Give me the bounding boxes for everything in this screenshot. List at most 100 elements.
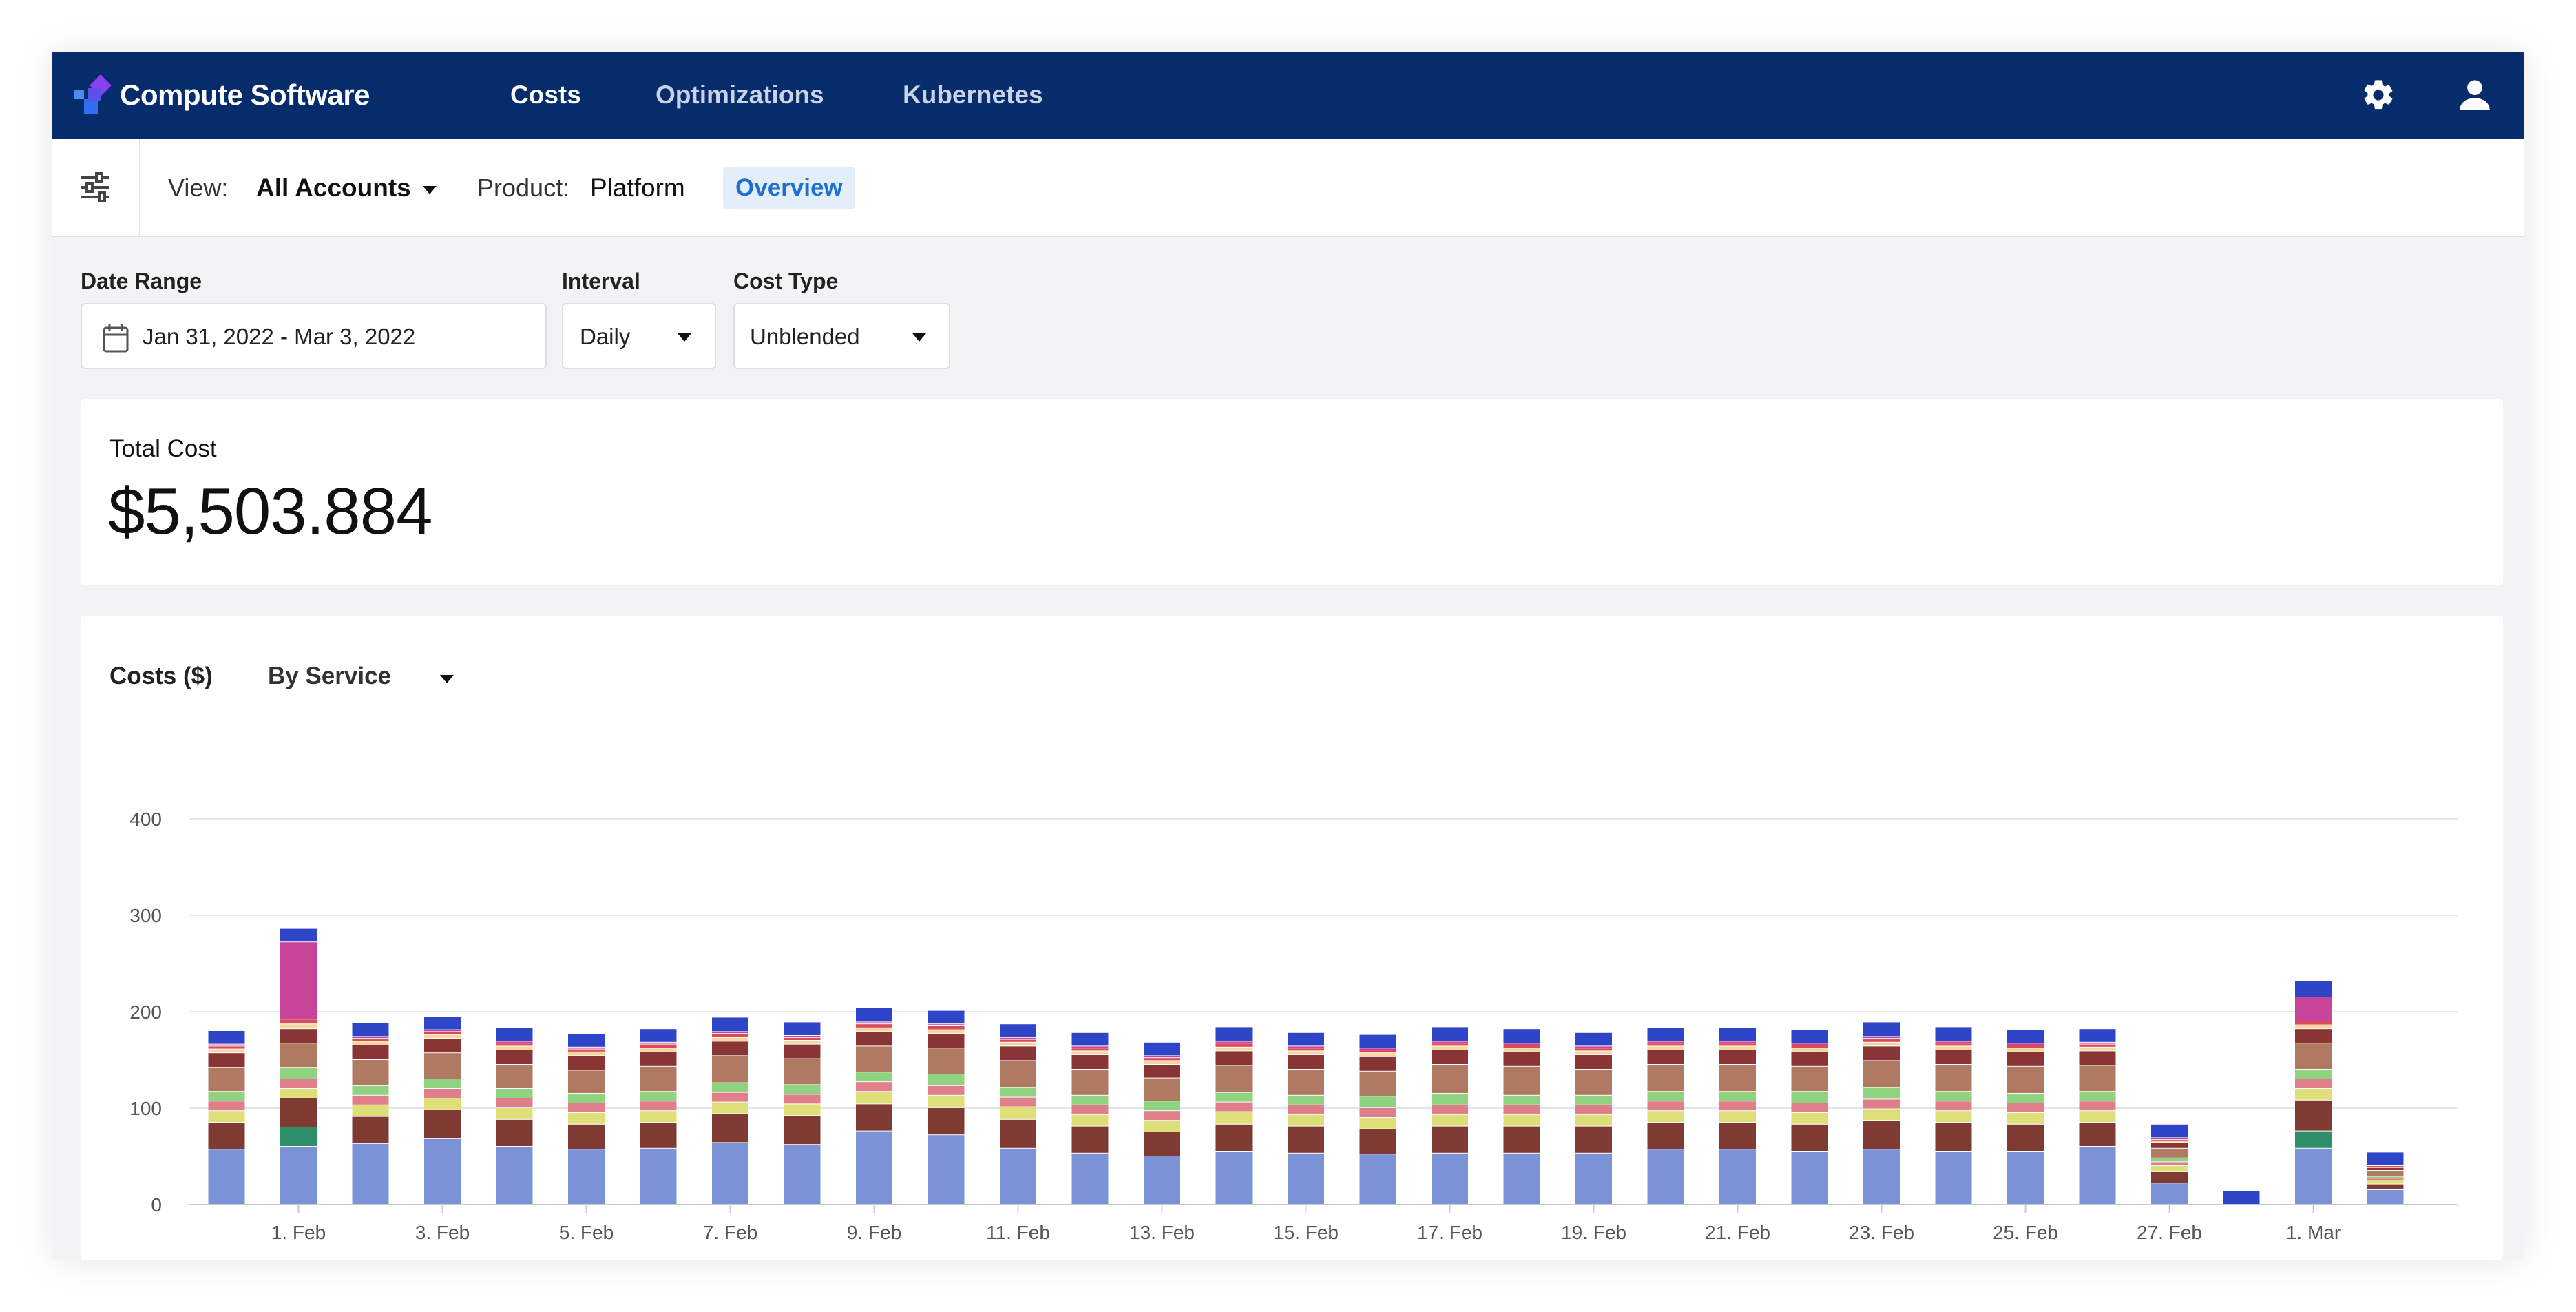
bar-segment[interactable] — [712, 1143, 748, 1204]
bar-segment[interactable] — [280, 1068, 317, 1079]
bar-12-feb[interactable] — [1071, 1032, 1109, 1204]
bar-segment[interactable] — [640, 1123, 677, 1148]
bar-segment[interactable] — [928, 1074, 965, 1085]
bar-segment[interactable] — [2367, 1171, 2404, 1176]
bar-segment[interactable] — [1791, 1124, 1828, 1151]
bar-segment[interactable] — [1575, 1153, 1612, 1204]
bar-segment[interactable] — [424, 1098, 461, 1110]
bar-segment[interactable] — [712, 1034, 748, 1037]
bar-segment[interactable] — [208, 1031, 245, 1044]
bar-segment[interactable] — [1000, 1039, 1036, 1042]
bar-segment[interactable] — [1288, 1070, 1324, 1095]
bar-segment[interactable] — [2007, 1094, 2044, 1103]
bar-segment[interactable] — [1144, 1132, 1180, 1156]
bar-segment[interactable] — [1719, 1041, 1756, 1043]
bar-segment[interactable] — [1288, 1046, 1324, 1048]
bar-segment[interactable] — [1359, 1154, 1396, 1204]
bar-segment[interactable] — [784, 1094, 821, 1104]
bar-segment[interactable] — [2151, 1158, 2188, 1162]
bar-segment[interactable] — [1215, 1051, 1253, 1065]
bar-segment[interactable] — [2079, 1044, 2116, 1047]
bar-segment[interactable] — [856, 1028, 892, 1032]
bar-segment[interactable] — [1647, 1028, 1684, 1041]
bar-segment[interactable] — [712, 1056, 748, 1083]
bar-segment[interactable] — [1791, 1052, 1828, 1066]
user-icon[interactable] — [2457, 77, 2493, 113]
bar-segment[interactable] — [856, 1104, 892, 1131]
bar-segment[interactable] — [1647, 1101, 1684, 1111]
bar-segment[interactable] — [1288, 1095, 1324, 1105]
bar-segment[interactable] — [208, 1046, 245, 1049]
bar-segment[interactable] — [1575, 1046, 1612, 1048]
bar-segment[interactable] — [1215, 1152, 1253, 1204]
bar-segment[interactable] — [2295, 1021, 2332, 1025]
bar-segment[interactable] — [1215, 1102, 1253, 1112]
bar-segment[interactable] — [1071, 1114, 1109, 1126]
bar-segment[interactable] — [640, 1052, 677, 1066]
bar-segment[interactable] — [1935, 1046, 1972, 1050]
bar-20-feb[interactable] — [1647, 1028, 1684, 1204]
bar-segment[interactable] — [712, 1114, 748, 1143]
bar-segment[interactable] — [928, 1026, 965, 1030]
bar-segment[interactable] — [280, 1043, 317, 1068]
bar-segment[interactable] — [2295, 1070, 2332, 1079]
bar-segment[interactable] — [1935, 1065, 1972, 1092]
bar-segment[interactable] — [2007, 1066, 2044, 1093]
bar-segment[interactable] — [496, 1147, 533, 1204]
bar-segment[interactable] — [1359, 1118, 1396, 1129]
bar-27-feb[interactable] — [2151, 1124, 2188, 1204]
bar-segment[interactable] — [1647, 1065, 1684, 1092]
bar-segment[interactable] — [1863, 1042, 1900, 1046]
bar-segment[interactable] — [1215, 1092, 1253, 1102]
bar-segment[interactable] — [1000, 1046, 1036, 1061]
bar-segment[interactable] — [2151, 1124, 2188, 1138]
bar-segment[interactable] — [784, 1085, 821, 1094]
date-range-picker[interactable]: Jan 31, 2022 - Mar 3, 2022 — [81, 303, 547, 369]
group-by-chevron-down-icon[interactable] — [440, 675, 454, 683]
bar-segment[interactable] — [1719, 1111, 1756, 1122]
bar-segment[interactable] — [1144, 1061, 1180, 1064]
bar-segment[interactable] — [1575, 1055, 1612, 1069]
bar-segment[interactable] — [784, 1145, 821, 1204]
bar-segment[interactable] — [1000, 1107, 1036, 1119]
bar-segment[interactable] — [784, 1059, 821, 1085]
bar-segment[interactable] — [1432, 1041, 1468, 1043]
bar-segment[interactable] — [1432, 1043, 1468, 1046]
bar-segment[interactable] — [1791, 1043, 1828, 1045]
bar-segment[interactable] — [856, 1072, 892, 1082]
bar-3-feb[interactable] — [424, 1017, 461, 1204]
bar-segment[interactable] — [568, 1149, 605, 1204]
bar-segment[interactable] — [2151, 1141, 2188, 1143]
bar-9-feb[interactable] — [856, 1008, 892, 1204]
bar-segment[interactable] — [2079, 1147, 2116, 1204]
bar-segment[interactable] — [496, 1108, 533, 1119]
bar-segment[interactable] — [1000, 1097, 1036, 1107]
group-by-dropdown[interactable]: By Service — [268, 663, 392, 689]
bar-segment[interactable] — [1791, 1045, 1828, 1048]
bar-segment[interactable] — [1144, 1042, 1180, 1056]
bar-1-feb[interactable] — [280, 928, 317, 1204]
bar-25-feb[interactable] — [2007, 1030, 2044, 1204]
bar-segment[interactable] — [2295, 1100, 2332, 1131]
bar-segment[interactable] — [928, 1108, 965, 1135]
bar-segment[interactable] — [784, 1044, 821, 1059]
bar-segment[interactable] — [1071, 1046, 1109, 1048]
bar-segment[interactable] — [2367, 1178, 2404, 1180]
bar-17-feb[interactable] — [1432, 1027, 1468, 1204]
cost-type-select[interactable]: Unblended — [733, 303, 950, 369]
bar-11-feb[interactable] — [1000, 1024, 1036, 1204]
bar-segment[interactable] — [208, 1044, 245, 1046]
bar-segment[interactable] — [712, 1083, 748, 1092]
bar-segment[interactable] — [928, 1024, 965, 1025]
bar-segment[interactable] — [496, 1041, 533, 1043]
bar-segment[interactable] — [712, 1037, 748, 1041]
bar-segment[interactable] — [568, 1113, 605, 1124]
bar-segment[interactable] — [2151, 1140, 2188, 1141]
bar-segment[interactable] — [1071, 1105, 1109, 1114]
bar-segment[interactable] — [1503, 1029, 1540, 1043]
overview-tab[interactable]: Overview — [723, 167, 855, 209]
bar-segment[interactable] — [1935, 1092, 1972, 1101]
bar-segment[interactable] — [784, 1116, 821, 1145]
bar-segment[interactable] — [2007, 1030, 2044, 1043]
bar-segment[interactable] — [2295, 981, 2332, 997]
